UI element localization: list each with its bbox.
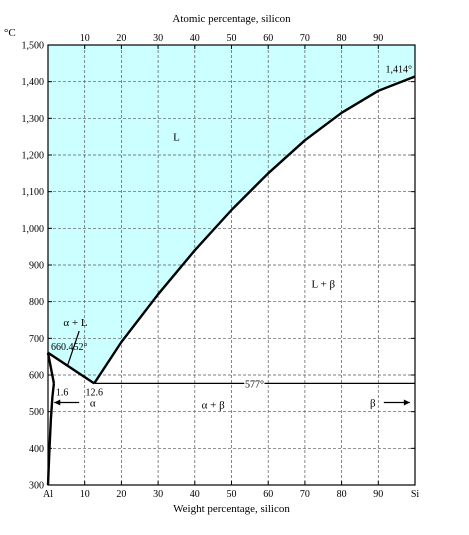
x-axis-label: Weight percentage, silicon	[173, 503, 290, 515]
region-label: β	[370, 398, 376, 410]
x2-tick-label: 40	[190, 33, 200, 44]
solidus-curve	[46, 352, 56, 384]
y-tick-label: 1,200	[22, 151, 45, 162]
x2-tick-label: 80	[337, 33, 347, 44]
x2-tick-label: 90	[373, 33, 383, 44]
x-tick-label: 70	[300, 489, 310, 500]
y-tick-label: 800	[29, 297, 44, 308]
y-axis-label: °C	[4, 27, 16, 39]
region-label: L	[173, 132, 180, 144]
x2-axis-label: Atomic percentage, silicon	[172, 13, 291, 25]
x-tick-label: 30	[153, 489, 163, 500]
melting-point-aluminum-label: 660.452°	[51, 342, 88, 353]
x-tick-label: 80	[337, 489, 347, 500]
x2-tick-label: 60	[263, 33, 273, 44]
x2-tick-label: 50	[227, 33, 237, 44]
region-label: α	[90, 398, 96, 410]
alpha-l-pointer	[66, 330, 80, 367]
x-tick-label: 40	[190, 489, 200, 500]
x-tick-label: 10	[80, 489, 90, 500]
x-tick-label: 90	[373, 489, 383, 500]
x2-tick-label: 30	[153, 33, 163, 44]
region-label: L + β	[311, 278, 335, 290]
solvus-curve	[46, 383, 56, 486]
y-tick-label: 1,100	[22, 187, 45, 198]
solubility-limit-label: 1.6	[56, 387, 69, 398]
y-tick-label: 1,500	[22, 41, 45, 52]
melting-point-silicon-label: 1,414°	[386, 65, 413, 76]
x-tick-label: 20	[116, 489, 126, 500]
eutectic-composition-label: 12.6	[85, 387, 103, 398]
x-tick-label: Al	[43, 489, 53, 500]
beta-arrowhead	[403, 399, 410, 406]
y-tick-label: 700	[29, 334, 44, 345]
y-tick-label: 1,300	[22, 114, 45, 125]
x-tick-label: Si	[411, 489, 420, 500]
x2-tick-label: 70	[300, 33, 310, 44]
y-tick-label: 600	[29, 371, 44, 382]
liquidus-aluminum-curve	[47, 351, 95, 385]
y-tick-label: 1,000	[22, 224, 45, 235]
region-label: α + L	[63, 317, 87, 329]
region-label: α + β	[202, 399, 225, 411]
eutectic-temperature-label: 577°	[245, 379, 264, 390]
y-tick-label: 500	[29, 407, 44, 418]
x2-tick-label: 10	[80, 33, 90, 44]
liquid-region-fill	[48, 45, 415, 384]
y-tick-label: 900	[29, 261, 44, 272]
x-tick-label: 60	[263, 489, 273, 500]
x-tick-label: 50	[227, 489, 237, 500]
y-tick-label: 300	[29, 481, 44, 492]
x2-tick-label: 20	[116, 33, 126, 44]
y-tick-label: 400	[29, 444, 44, 455]
alpha-arrowhead	[54, 399, 61, 406]
y-tick-label: 1,400	[22, 77, 45, 88]
liquidus-silicon-curve	[93, 75, 416, 385]
